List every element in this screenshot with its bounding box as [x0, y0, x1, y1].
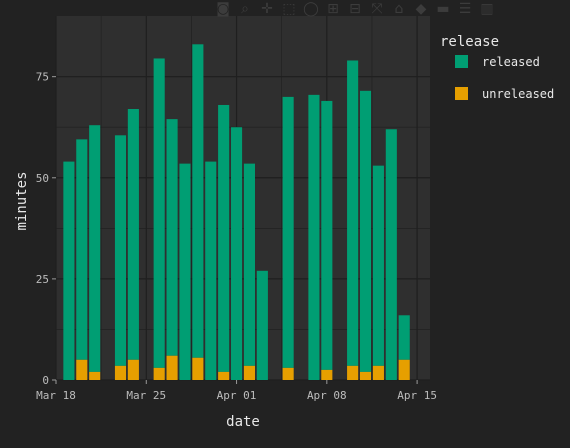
bar-released [398, 315, 410, 360]
bar-released [256, 270, 268, 380]
bars [63, 44, 410, 380]
legend-swatch-unreleased [455, 87, 468, 100]
hover-closest-icon[interactable]: ▬ [436, 1, 450, 17]
bar-unreleased [359, 371, 372, 380]
bar-unreleased [398, 359, 410, 380]
bar-unreleased [347, 365, 359, 380]
bar-unreleased [166, 355, 178, 380]
legend-title: release [440, 34, 499, 50]
zoom-in-icon[interactable]: ⊞ [327, 1, 339, 17]
zoom-icon[interactable]: ⌕ [241, 1, 249, 17]
spike-lines-icon[interactable]: ◆ [415, 1, 427, 17]
camera-icon[interactable]: ◙ [216, 1, 230, 17]
bar-unreleased [89, 371, 101, 380]
bar-unreleased [282, 367, 294, 380]
bar-released [231, 127, 243, 380]
bar-unreleased [114, 365, 127, 380]
x-axis: Mar 18 Mar 25 Apr 01 Apr 08 Apr 15 [36, 380, 437, 402]
plotly-logo-icon[interactable]: ▥ [480, 1, 494, 17]
bar-unreleased [153, 367, 165, 380]
x-tick-label: Apr 01 [217, 389, 257, 402]
y-tick-label: 25 [36, 273, 49, 286]
y-axis: 0 25 50 75 [36, 71, 56, 387]
bar-unreleased [243, 365, 255, 380]
y-tick-label: 75 [36, 71, 49, 84]
bar-released [63, 161, 75, 380]
box-select-icon[interactable]: ⬚ [282, 1, 296, 17]
bar-released [218, 104, 230, 372]
legend-swatch-released [455, 55, 468, 68]
bar-unreleased [372, 365, 384, 380]
zoom-out-icon[interactable]: ⊟ [349, 1, 361, 17]
y-axis-title: minutes [14, 171, 30, 230]
bar-released [166, 119, 178, 356]
bar-released [321, 100, 333, 370]
y-tick-label: 0 [42, 374, 49, 387]
bar-released [359, 90, 372, 372]
x-tick-label: Apr 15 [397, 389, 437, 402]
legend-label-unreleased[interactable]: unreleased [482, 87, 554, 101]
bar-released [372, 165, 384, 366]
bar-released [89, 125, 101, 372]
bar-released [385, 129, 397, 380]
legend-label-released[interactable]: released [482, 55, 540, 69]
bar-unreleased [192, 357, 204, 380]
bar-released [153, 58, 165, 368]
bar-unreleased [127, 359, 139, 380]
x-tick-label: Mar 25 [126, 389, 166, 402]
bar-unreleased [321, 369, 333, 380]
pan-icon[interactable]: ✛ [261, 1, 273, 17]
bar-released [205, 161, 217, 380]
autoscale-icon[interactable]: ⤧ [371, 1, 383, 17]
x-axis-title: date [226, 414, 260, 430]
modebar: ◙ ⌕ ✛ ⬚ ◯ ⊞ ⊟ ⤧ ⌂ ◆ ▬ ☰ ▥ [214, 0, 496, 18]
bar-released [192, 44, 204, 358]
bar-unreleased [76, 359, 88, 380]
bar-released [243, 163, 255, 366]
legend: release released unreleased [440, 34, 554, 101]
y-tick-label: 50 [36, 172, 49, 185]
x-tick-label: Mar 18 [36, 389, 76, 402]
bar-released [282, 96, 294, 368]
hover-compare-icon[interactable]: ☰ [458, 1, 472, 17]
x-tick-label: Apr 08 [307, 389, 347, 402]
lasso-select-icon[interactable]: ◯ [303, 1, 319, 17]
bar-released [114, 135, 127, 366]
bar-unreleased [218, 371, 230, 380]
bar-released [127, 109, 139, 360]
reset-axes-icon[interactable]: ⌂ [394, 1, 404, 17]
bar-released [76, 139, 88, 360]
bar-released [179, 163, 191, 380]
bar-released [308, 94, 320, 380]
bar-released [347, 60, 359, 366]
